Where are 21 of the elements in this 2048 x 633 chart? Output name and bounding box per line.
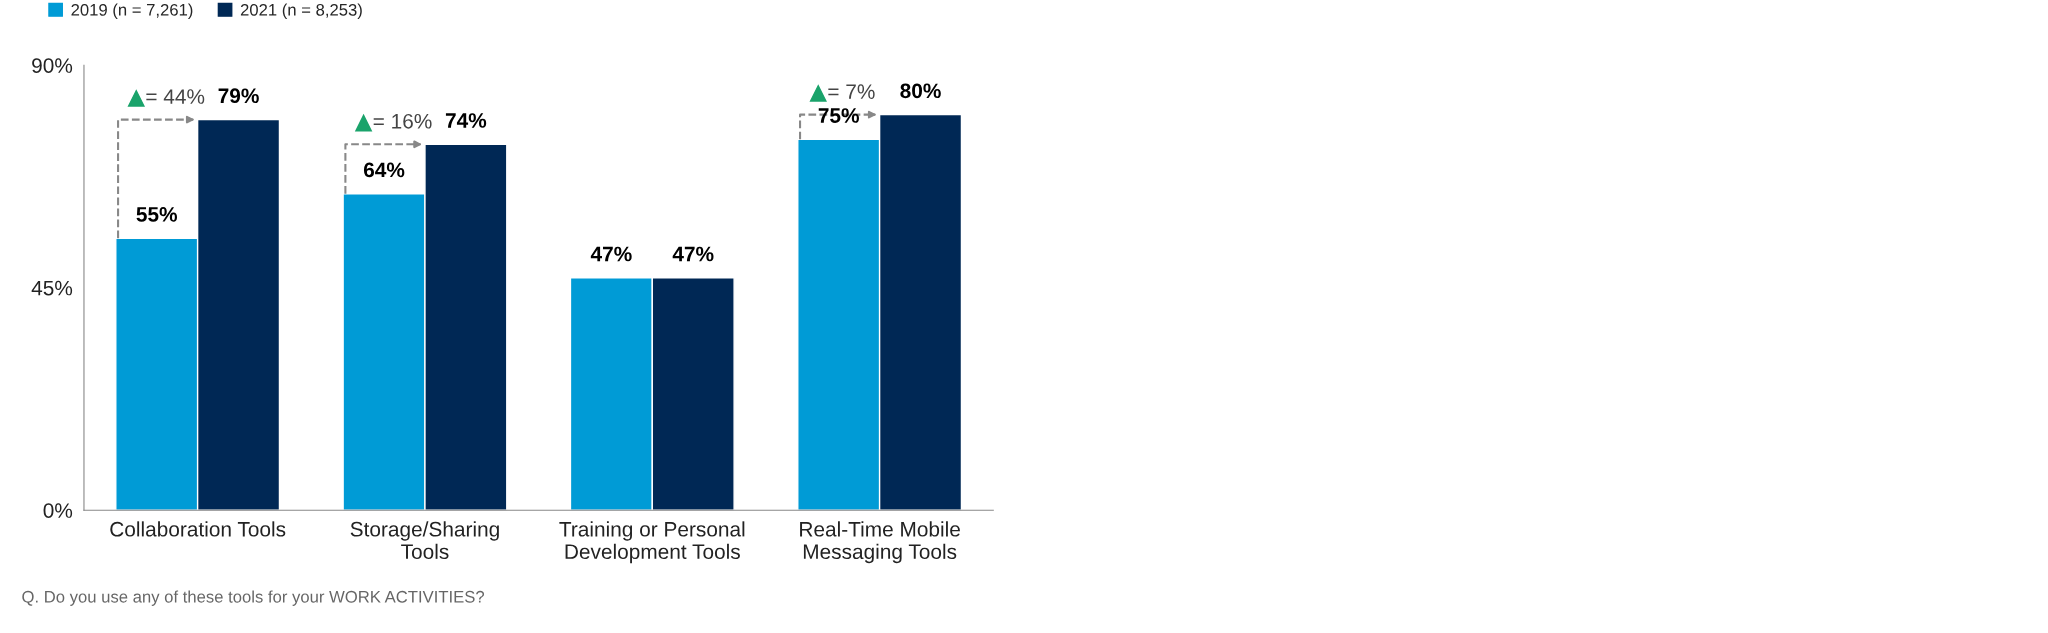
data-label: 47% bbox=[590, 246, 632, 262]
data-label: 55% bbox=[136, 207, 178, 222]
text: Q. Do you use any of these tools for your WORK ACTIVITIES? bbox=[22, 590, 485, 606]
x-tick-label: Training or Personal Development Tools bbox=[559, 521, 745, 564]
data-label: 74% bbox=[445, 113, 487, 128]
annotation: = 16% bbox=[373, 113, 432, 129]
legend-label: 2021 (n = 8,253) bbox=[240, 3, 362, 20]
y-tick-label: 0% bbox=[43, 503, 73, 518]
data-label: 79% bbox=[218, 88, 259, 104]
x-tick-label: Storage/Sharing Tools bbox=[350, 521, 499, 560]
annotation: = 44% bbox=[146, 89, 205, 104]
data-label: 75% bbox=[818, 108, 859, 123]
x-tick-label: Collaboration Tools bbox=[110, 521, 286, 537]
y-tick-label: 45% bbox=[31, 280, 73, 296]
data-label: 80% bbox=[900, 83, 941, 99]
data-label: 64% bbox=[363, 162, 405, 178]
legend-label: 2019 (n = 7,261) bbox=[71, 3, 193, 20]
annotation: = 7% bbox=[828, 84, 875, 99]
y-tick-label: 90% bbox=[32, 58, 73, 73]
x-tick-label: Real-Time Mobile Messaging Tools bbox=[800, 521, 960, 564]
data-label: 47% bbox=[672, 246, 714, 262]
